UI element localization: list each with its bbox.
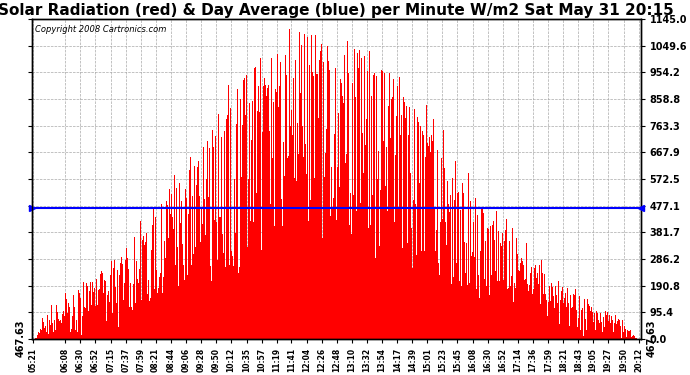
Title: Solar Radiation (red) & Day Average (blue) per Minute W/m2 Sat May 31 20:15: Solar Radiation (red) & Day Average (blu…	[0, 3, 674, 18]
Text: Copyright 2008 Cartronics.com: Copyright 2008 Cartronics.com	[35, 26, 166, 34]
Text: 467.63: 467.63	[16, 320, 26, 357]
Text: 467.63: 467.63	[647, 320, 657, 357]
